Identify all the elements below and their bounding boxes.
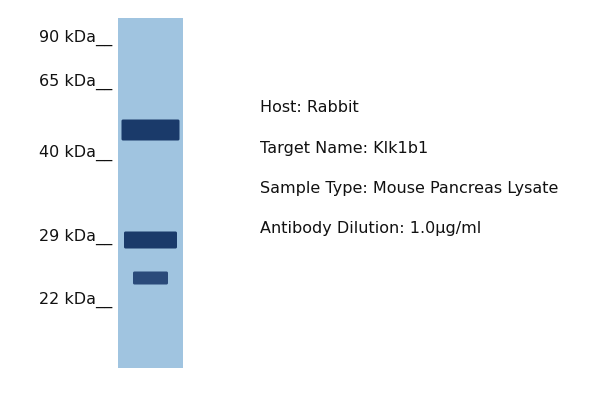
FancyBboxPatch shape [124,232,177,248]
Text: Antibody Dilution: 1.0μg/ml: Antibody Dilution: 1.0μg/ml [260,220,481,236]
Text: Target Name: Klk1b1: Target Name: Klk1b1 [260,140,428,156]
Text: 40 kDa__: 40 kDa__ [39,145,112,161]
Text: 29 kDa__: 29 kDa__ [39,229,112,245]
Text: 90 kDa__: 90 kDa__ [39,30,112,46]
Text: 65 kDa__: 65 kDa__ [39,74,112,90]
Text: Sample Type: Mouse Pancreas Lysate: Sample Type: Mouse Pancreas Lysate [260,180,559,196]
FancyBboxPatch shape [133,272,168,284]
Text: Host: Rabbit: Host: Rabbit [260,100,359,116]
Text: 22 kDa__: 22 kDa__ [39,292,112,308]
Bar [118,18,183,368]
FancyBboxPatch shape [121,120,179,140]
